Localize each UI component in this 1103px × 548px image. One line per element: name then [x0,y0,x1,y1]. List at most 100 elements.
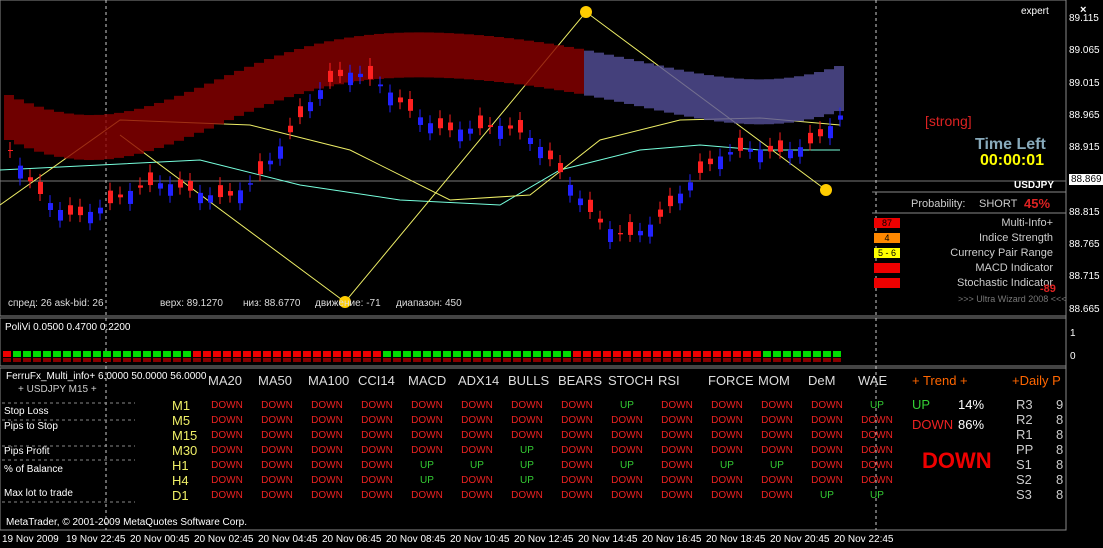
indicator-label: Multi-Info+ [1001,217,1053,229]
cloud [554,45,564,91]
probability: 45% [1024,196,1051,211]
signal-cell: DOWN [361,490,393,501]
status-text: диапазон: 450 [396,298,462,309]
signal-cell: DOWN [461,475,493,486]
signal-block [413,351,421,357]
candle-body [198,192,203,204]
price-label: 89.065 [1069,45,1100,57]
signal-cell: DOWN [711,445,743,456]
signal-block [493,351,501,357]
signal-cell: DOWN [361,475,393,486]
signal-block [453,358,461,362]
signal-cell: DOWN [811,475,843,486]
signal-block [523,351,531,357]
signal-block [53,358,61,362]
signal-block [483,358,491,362]
signal-block [173,351,181,357]
candle-body [308,102,313,112]
candle-body [38,181,43,195]
cloud [354,36,364,82]
signal-block [303,358,311,362]
signal-block [593,358,601,362]
signal-block [313,358,321,362]
signal-block [333,358,341,362]
candle-body [768,145,773,152]
timeframe-label: H4 [172,473,189,488]
signal-block [383,351,391,357]
timeframe-label: M1 [172,398,191,413]
cloud [774,78,784,124]
candle-body [418,117,423,125]
time-label: 20 Nov 10:45 [450,534,510,545]
cloud [284,52,294,98]
time-label: 20 Nov 18:45 [706,534,766,545]
signal-cell: UP [870,490,884,501]
signal-block [663,351,671,357]
candle-body [788,149,793,159]
signal-cell: DOWN [361,400,393,411]
signal-cell: DOWN [811,430,843,441]
signal-cell: DOWN [711,475,743,486]
cloud [94,114,104,160]
signal-block [563,358,571,362]
signal-block [463,358,471,362]
signal-cell: DOWN [311,430,343,441]
cloud [164,99,174,145]
candle-body [658,209,663,217]
signal-cell: DOWN [511,400,543,411]
cloud [154,102,164,148]
signal-cell: DOWN [611,430,643,441]
direction: SHORT [979,198,1018,210]
signal-block [183,351,191,357]
candle-body [358,73,363,78]
pivot-label: R1 [1016,427,1033,442]
signal-block [143,351,151,357]
signal-block [603,351,611,357]
cloud [374,33,384,79]
signal-cell: UP [420,475,434,486]
signal-block [693,358,701,362]
candle-body [8,150,13,151]
signal-cell: UP [720,460,734,471]
signal-block [683,358,691,362]
cloud [814,72,824,118]
signal-block [743,351,751,357]
candle-body [548,150,553,160]
close-button[interactable]: × [1080,4,1087,16]
signal-block [13,351,21,357]
candle-body [628,222,633,235]
sub-axis-label: 0 [1070,351,1076,362]
signal-block [203,358,211,362]
candle-body [28,177,33,182]
signal-block [253,358,261,362]
signal-cell: DOWN [761,490,793,501]
signal-block [833,351,841,357]
signal-cell: DOWN [511,490,543,501]
signal-block [393,358,401,362]
copyright: MetaTrader, © 2001-2009 MetaQuotes Softw… [6,517,248,528]
signal-cell: DOWN [511,415,543,426]
cloud [294,48,304,94]
price-label: 88.915 [1069,142,1100,154]
signal-block [583,358,591,362]
signal-cell: DOWN [361,430,393,441]
signal-cell: DOWN [311,415,343,426]
signal-block [263,351,271,357]
cloud [464,34,474,80]
price-label: 88.869 [1069,174,1103,185]
candle-body [118,194,123,198]
column-header: DeM [808,373,836,388]
signal-cell: DOWN [361,415,393,426]
cloud [134,108,144,154]
signal-block [243,358,251,362]
signal-cell: DOWN [661,415,693,426]
signal-cell: DOWN [211,445,243,456]
signal-cell: DOWN [461,415,493,426]
cloud [264,59,274,105]
signal-cell: DOWN [761,400,793,411]
candle-body [298,106,303,118]
cloud [394,32,404,78]
candle-body [488,125,493,128]
candle-body [258,161,263,175]
candle-body [778,140,783,152]
